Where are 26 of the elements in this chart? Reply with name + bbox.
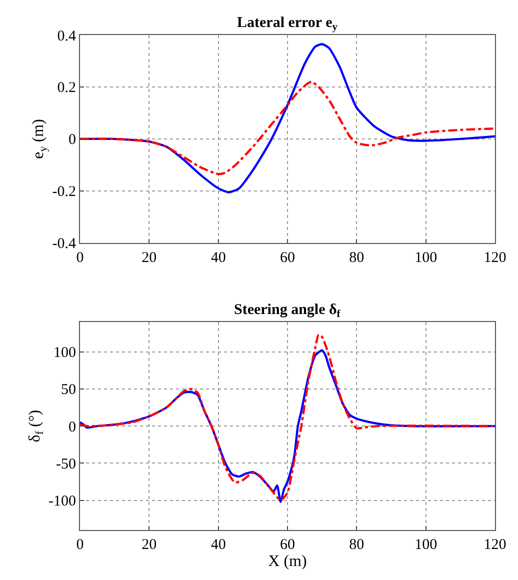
x-tick-label: 20 [142,250,157,266]
x-tick-label: 100 [414,537,438,553]
y-tick-label: 100 [54,345,76,362]
y-tick-label: 0.4 [57,28,76,44]
x-tick-label: 120 [484,537,506,553]
x-tick-label: 80 [349,250,364,266]
x-tick-label: 60 [280,537,295,553]
x-axis-title: X (m) [268,553,307,570]
x-tick-label: 20 [142,537,157,553]
y-tick-label: -50 [56,456,76,472]
y-tick-label: -0.2 [52,184,76,200]
y-tick-label: 0 [68,132,76,148]
y-tick-label: -0.4 [52,236,76,252]
x-tick-label: 40 [210,250,226,266]
y-tick-label: -100 [48,494,76,510]
x-tick-label: 120 [484,250,506,266]
y-tick-label: 0 [68,419,76,436]
x-tick-label: 40 [210,537,226,553]
chart-title: Lateral error e$_{y}$ [237,15,338,34]
y-tick-label: 0.2 [57,80,76,96]
y-tick-label: 50 [61,382,76,398]
x-tick-label: 60 [280,250,295,266]
x-tick-label: 80 [349,537,364,553]
line-series [80,80,495,176]
chart-title: Steering angle δ$_{f}$ [234,302,341,320]
x-tick-label: 100 [414,250,438,266]
